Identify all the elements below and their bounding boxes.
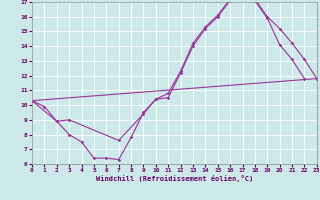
X-axis label: Windchill (Refroidissement éolien,°C): Windchill (Refroidissement éolien,°C) [96,175,253,182]
